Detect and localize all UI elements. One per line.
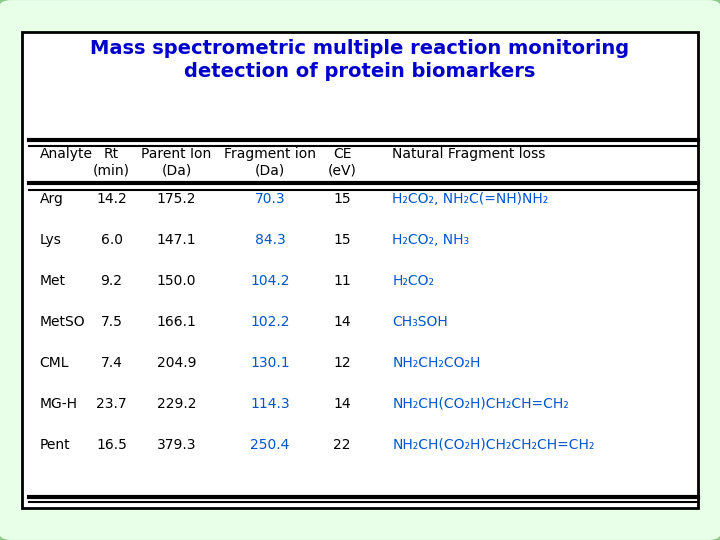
Text: 9.2: 9.2 (101, 274, 122, 288)
Text: (Da): (Da) (255, 163, 285, 177)
Text: 14.2: 14.2 (96, 192, 127, 206)
Text: H₂CO₂, NH₂C(=NH)NH₂: H₂CO₂, NH₂C(=NH)NH₂ (392, 192, 549, 206)
Text: 12: 12 (333, 356, 351, 370)
Text: Parent Ion: Parent Ion (141, 147, 212, 161)
Text: 175.2: 175.2 (157, 192, 196, 206)
Text: 22: 22 (333, 438, 351, 452)
Text: MetSO: MetSO (40, 315, 85, 329)
Text: 130.1: 130.1 (250, 356, 290, 370)
Text: 150.0: 150.0 (157, 274, 196, 288)
Text: Analyte: Analyte (40, 147, 93, 161)
Text: detection of protein biomarkers: detection of protein biomarkers (184, 62, 536, 81)
Text: H₂CO₂: H₂CO₂ (392, 274, 434, 288)
Text: 147.1: 147.1 (156, 233, 197, 247)
Text: NH₂CH₂CO₂H: NH₂CH₂CO₂H (392, 356, 481, 370)
Text: 6.0: 6.0 (101, 233, 122, 247)
Text: H₂CO₂, NH₃: H₂CO₂, NH₃ (392, 233, 469, 247)
Text: Fragment ion: Fragment ion (224, 147, 316, 161)
Text: 11: 11 (333, 274, 351, 288)
Text: (Da): (Da) (161, 163, 192, 177)
Text: 104.2: 104.2 (251, 274, 289, 288)
Text: 15: 15 (333, 192, 351, 206)
Text: 14: 14 (333, 397, 351, 411)
Text: MG-H: MG-H (40, 397, 78, 411)
Text: 229.2: 229.2 (157, 397, 196, 411)
Text: 84.3: 84.3 (255, 233, 285, 247)
Text: (eV): (eV) (328, 163, 356, 177)
Text: CML: CML (40, 356, 69, 370)
Text: 114.3: 114.3 (250, 397, 290, 411)
Text: Natural Fragment loss: Natural Fragment loss (392, 147, 546, 161)
Text: 102.2: 102.2 (251, 315, 289, 329)
Text: (min): (min) (93, 163, 130, 177)
Text: 379.3: 379.3 (157, 438, 196, 452)
Text: NH₂CH(CO₂H)CH₂CH=CH₂: NH₂CH(CO₂H)CH₂CH=CH₂ (392, 397, 569, 411)
Text: Lys: Lys (40, 233, 61, 247)
Text: 166.1: 166.1 (156, 315, 197, 329)
Text: Mass spectrometric multiple reaction monitoring: Mass spectrometric multiple reaction mon… (91, 39, 629, 58)
Text: 250.4: 250.4 (251, 438, 289, 452)
Text: NH₂CH(CO₂H)CH₂CH₂CH=CH₂: NH₂CH(CO₂H)CH₂CH₂CH=CH₂ (392, 438, 595, 452)
Text: 7.4: 7.4 (101, 356, 122, 370)
Text: 7.5: 7.5 (101, 315, 122, 329)
Text: 15: 15 (333, 233, 351, 247)
Text: Met: Met (40, 274, 66, 288)
Text: CE: CE (333, 147, 351, 161)
Text: 14: 14 (333, 315, 351, 329)
Text: 23.7: 23.7 (96, 397, 127, 411)
Text: Pent: Pent (40, 438, 71, 452)
Text: Arg: Arg (40, 192, 63, 206)
Text: CH₃SOH: CH₃SOH (392, 315, 448, 329)
Text: 16.5: 16.5 (96, 438, 127, 452)
Text: 204.9: 204.9 (157, 356, 196, 370)
Text: 70.3: 70.3 (255, 192, 285, 206)
Text: Rt: Rt (104, 147, 120, 161)
